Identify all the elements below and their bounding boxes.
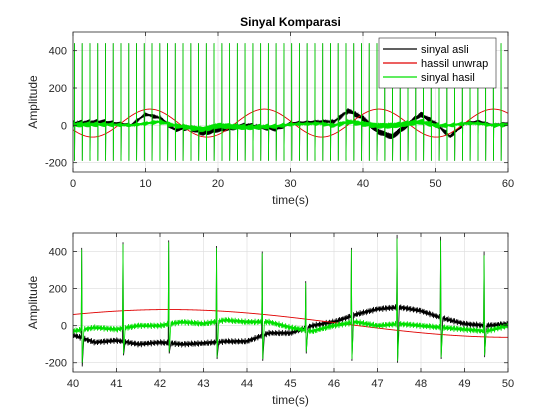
y-tick-label: 400 xyxy=(49,46,67,58)
x-tick-label: 44 xyxy=(241,378,253,390)
legend-entry: sinyal hasil xyxy=(421,72,475,84)
x-tick-label: 50 xyxy=(502,378,514,390)
y-tick-label: -200 xyxy=(45,358,67,370)
x-tick-label: 45 xyxy=(284,378,296,390)
x-tick-label: 60 xyxy=(502,178,514,190)
x-axis-label: time(s) xyxy=(272,193,309,207)
legend: sinyal asli hassil unwrap sinyal hasil xyxy=(378,37,497,89)
series-1 xyxy=(73,234,508,367)
x-tick-label: 41 xyxy=(110,378,122,390)
y-tick-label: 0 xyxy=(61,321,67,333)
y-tick-label: -200 xyxy=(45,158,67,170)
chart-panel-1: 0 10 20 30 40 50 60-2000200400time(s)Amplitude… xyxy=(26,15,514,207)
x-tick-label: 43 xyxy=(197,378,209,390)
x-tick-label: 49 xyxy=(458,378,470,390)
x-tick-label: 30 xyxy=(284,178,296,190)
legend-entry: sinyal asli xyxy=(421,44,469,56)
y-axis-label: Amplitude xyxy=(26,75,40,129)
series-3 xyxy=(73,238,508,363)
y-axis-label: Amplitude xyxy=(26,276,40,330)
legend-entry: hassil unwrap xyxy=(421,58,488,70)
x-tick-label: 47 xyxy=(371,378,383,390)
y-tick-label: 400 xyxy=(49,247,67,259)
series-sinyal-hasil xyxy=(73,42,508,161)
y-tick-label: 200 xyxy=(49,83,67,95)
x-tick-label: 20 xyxy=(212,178,224,190)
x-tick-label: 40 xyxy=(357,178,369,190)
x-tick-label: 40 xyxy=(67,378,79,390)
x-tick-label: 46 xyxy=(328,378,340,390)
x-tick-label: 10 xyxy=(139,178,151,190)
x-tick-label: 0 xyxy=(70,178,76,190)
chart-title: Sinyal Komparasi xyxy=(240,15,341,29)
series-group xyxy=(73,234,508,367)
x-axis-label: time(s) xyxy=(272,393,309,407)
x-tick-label: 48 xyxy=(415,378,427,390)
chart-panel-2: 40 41 42 43 44 45 46 47 48 49 50 -200 0 200 400 time(s)… xyxy=(26,232,514,407)
series-group xyxy=(73,42,508,161)
series-2 xyxy=(73,309,508,338)
x-tick-label: 42 xyxy=(154,378,166,390)
series-hassil-unwrap xyxy=(73,108,508,138)
y-tick-label: 200 xyxy=(49,284,67,296)
y-tick-label: 0 xyxy=(61,120,67,132)
x-tick-label: 50 xyxy=(429,178,441,190)
